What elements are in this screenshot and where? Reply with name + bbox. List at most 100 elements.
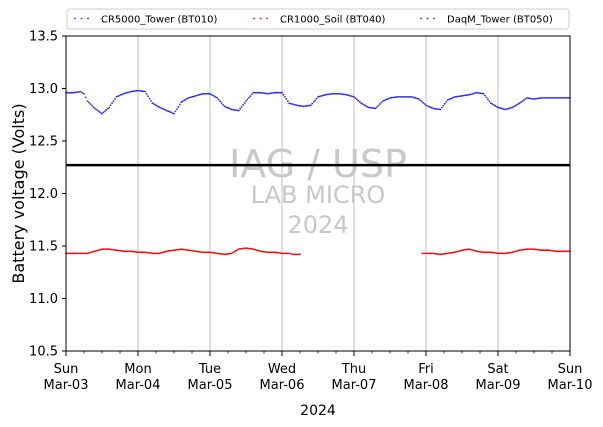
data-point	[109, 248, 112, 251]
data-point	[443, 102, 446, 105]
data-point	[376, 106, 378, 108]
data-point	[443, 252, 446, 255]
data-point	[260, 250, 263, 253]
data-point	[140, 251, 142, 254]
data-point	[278, 252, 280, 254]
data-point	[88, 252, 90, 254]
data-point	[229, 252, 232, 255]
data-point	[68, 252, 70, 255]
data-point	[458, 250, 460, 252]
data-point	[150, 100, 152, 102]
data-point	[489, 102, 492, 105]
data-point	[174, 249, 177, 251]
y-tick-label: 13.0	[29, 82, 58, 97]
data-point	[183, 99, 186, 102]
data-point	[226, 253, 229, 255]
y-tick-label: 11.5	[29, 240, 58, 255]
data-point	[429, 252, 432, 255]
data-point	[488, 100, 491, 103]
data-point	[212, 251, 214, 254]
data-point	[560, 97, 563, 99]
data-point	[505, 252, 508, 255]
data-point	[452, 96, 455, 99]
data-point	[426, 252, 429, 255]
data-point	[563, 250, 566, 253]
data-point	[131, 90, 134, 93]
data-point	[563, 97, 566, 99]
data-point	[122, 250, 125, 253]
data-point	[537, 97, 540, 100]
data-point	[433, 252, 436, 255]
data-point	[181, 100, 184, 103]
y-axis-label: Battery voltage (Volts)	[9, 103, 28, 283]
data-point	[183, 248, 186, 251]
data-point	[373, 107, 376, 110]
data-point	[111, 248, 113, 251]
data-point	[253, 248, 256, 251]
data-point	[112, 100, 115, 102]
data-point	[217, 98, 220, 101]
data-point	[224, 253, 227, 256]
data-point	[155, 252, 158, 255]
data-point	[502, 108, 505, 110]
data-point	[132, 250, 135, 253]
x-tick-label-day: Tue	[198, 362, 221, 377]
data-point	[194, 250, 197, 253]
data-point	[446, 99, 449, 101]
data-point	[147, 251, 150, 254]
y-tick-label: 12.0	[29, 187, 58, 202]
data-point	[377, 104, 380, 107]
data-point	[233, 250, 236, 253]
data-point	[501, 107, 504, 110]
data-point	[554, 97, 557, 99]
data-point	[271, 92, 273, 94]
data-point	[462, 94, 465, 97]
data-point	[567, 250, 570, 253]
data-point	[114, 98, 116, 100]
data-point	[248, 247, 250, 250]
data-point	[220, 102, 223, 104]
data-point	[66, 252, 69, 255]
data-point	[178, 248, 181, 251]
data-point	[249, 247, 252, 250]
data-point	[409, 96, 412, 98]
data-point	[82, 252, 85, 255]
data-point	[273, 251, 276, 254]
data-point	[176, 108, 178, 110]
data-point	[474, 92, 476, 94]
data-point	[266, 92, 269, 95]
data-point	[121, 250, 124, 252]
data-point	[479, 251, 482, 253]
legend-label: CR1000_Soil (BT040)	[280, 15, 386, 26]
data-point	[354, 97, 357, 100]
data-point	[279, 252, 282, 255]
data-point	[546, 249, 548, 252]
data-point	[534, 248, 537, 251]
x-tick-label-date: Mar-08	[404, 378, 449, 393]
data-point	[536, 248, 538, 251]
data-point	[464, 94, 466, 97]
data-point	[137, 89, 139, 92]
data-point	[500, 252, 502, 255]
data-point	[430, 106, 433, 109]
data-point	[282, 252, 285, 255]
data-point	[449, 97, 452, 100]
data-point	[511, 251, 514, 254]
x-tick-label-day: Thu	[341, 362, 366, 377]
data-point	[127, 250, 129, 253]
data-point	[269, 92, 272, 95]
data-point	[121, 93, 124, 96]
legend-dot	[74, 17, 76, 20]
data-point	[180, 248, 183, 251]
data-point	[487, 98, 489, 101]
data-point	[220, 253, 223, 255]
data-point	[118, 249, 121, 252]
data-point	[119, 94, 122, 96]
data-point	[268, 92, 270, 95]
data-point	[207, 251, 210, 254]
data-point	[312, 101, 315, 103]
data-point	[132, 90, 135, 93]
data-point	[250, 93, 253, 96]
data-point	[374, 107, 377, 110]
data-point	[116, 249, 119, 252]
